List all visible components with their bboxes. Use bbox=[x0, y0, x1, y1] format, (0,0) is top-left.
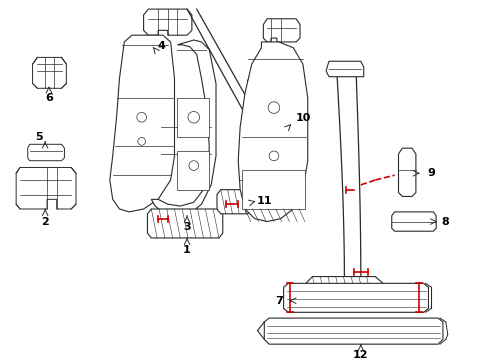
Polygon shape bbox=[398, 148, 415, 197]
Polygon shape bbox=[242, 170, 304, 209]
Text: 9: 9 bbox=[427, 168, 434, 178]
Text: 3: 3 bbox=[183, 222, 190, 232]
Polygon shape bbox=[33, 57, 66, 88]
Polygon shape bbox=[305, 276, 382, 303]
Text: 10: 10 bbox=[295, 113, 310, 123]
Polygon shape bbox=[28, 144, 64, 161]
Polygon shape bbox=[217, 190, 251, 214]
Text: 2: 2 bbox=[41, 216, 49, 226]
Text: 11: 11 bbox=[256, 196, 271, 206]
Polygon shape bbox=[325, 61, 363, 77]
Text: 5: 5 bbox=[36, 131, 43, 141]
Polygon shape bbox=[143, 9, 191, 35]
Polygon shape bbox=[238, 42, 307, 221]
Text: 7: 7 bbox=[274, 296, 282, 306]
Text: 4: 4 bbox=[157, 41, 164, 51]
Text: 12: 12 bbox=[352, 350, 368, 360]
Polygon shape bbox=[110, 35, 174, 212]
Polygon shape bbox=[151, 40, 216, 216]
Polygon shape bbox=[263, 19, 300, 42]
Polygon shape bbox=[391, 212, 435, 231]
Text: 1: 1 bbox=[183, 244, 190, 255]
Text: 6: 6 bbox=[45, 93, 53, 103]
Polygon shape bbox=[283, 283, 427, 312]
Polygon shape bbox=[177, 98, 209, 136]
Polygon shape bbox=[16, 167, 76, 209]
Polygon shape bbox=[264, 318, 442, 344]
Polygon shape bbox=[147, 209, 223, 238]
Text: 8: 8 bbox=[440, 216, 448, 226]
Polygon shape bbox=[177, 151, 209, 190]
